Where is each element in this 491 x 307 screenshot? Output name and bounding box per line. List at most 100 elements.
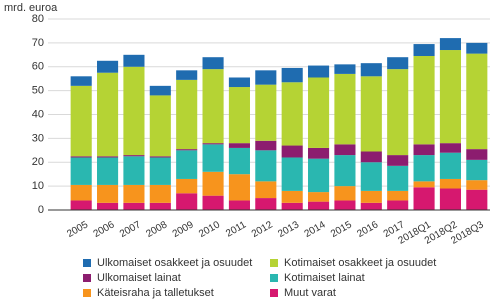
bar-segment: [149, 95, 171, 157]
y-tick-label: 80: [32, 13, 44, 25]
bar-segment: [466, 180, 488, 190]
bar-segment: [413, 181, 435, 188]
bar-segment: [123, 66, 145, 156]
bar-segment: [123, 156, 145, 185]
bar-segment: [281, 82, 303, 146]
bar-segment: [334, 200, 356, 210]
bar-segment: [228, 77, 250, 88]
bar-segment: [149, 85, 171, 96]
bar-segment: [360, 151, 382, 163]
x-tick-label: 2013: [276, 219, 301, 240]
legend-label: Muut varat: [284, 287, 336, 299]
y-tick-label: 40: [32, 108, 44, 120]
legend-swatch: [270, 274, 278, 282]
y-axis-label: mrd. euroa: [4, 2, 58, 14]
bar-segment: [439, 152, 461, 179]
bar-segment: [360, 76, 382, 152]
bar-segment: [202, 144, 224, 172]
x-tick-label: 2008: [144, 219, 169, 240]
bar-segment: [360, 202, 382, 210]
bar-segment: [202, 69, 224, 144]
legend-swatch: [270, 289, 278, 297]
bar-segment: [149, 184, 171, 203]
bar-segment: [176, 79, 198, 150]
bar-segment: [97, 184, 119, 203]
bar-segment: [308, 158, 330, 193]
bar-segment: [439, 38, 461, 51]
bar-segment: [97, 72, 119, 157]
x-tick-label: 2012: [250, 219, 275, 240]
bar-segment: [97, 60, 119, 73]
legend-label: Ulkomaiset lainat: [97, 272, 181, 284]
bar-segment: [255, 181, 277, 199]
bar-segment: [70, 76, 92, 86]
bar-segment: [176, 193, 198, 210]
y-tick-label: 30: [32, 132, 44, 144]
bar-segment: [334, 186, 356, 201]
bar-segment: [176, 70, 198, 80]
bar-segment: [334, 155, 356, 187]
legend-swatch: [83, 259, 91, 267]
bar-segment: [281, 157, 303, 191]
bar-segment: [123, 184, 145, 203]
bar-segment: [308, 201, 330, 210]
bar-segment: [228, 143, 250, 148]
bar-segment: [149, 202, 171, 210]
bar-segment: [202, 143, 224, 145]
bar-segment: [97, 157, 119, 185]
x-tick-label: 2010: [197, 219, 222, 240]
x-tick-label: 2014: [303, 219, 328, 240]
y-tick-label: 20: [32, 156, 44, 168]
bar-segment: [413, 144, 435, 156]
bar-segment: [123, 202, 145, 210]
bar-segment: [70, 200, 92, 210]
bar-segment: [255, 198, 277, 210]
legend-swatch: [270, 259, 278, 267]
legend-label: Ulkomaiset osakkeet ja osuudet: [97, 257, 252, 269]
x-tick-label: 2015: [329, 219, 354, 240]
x-tick-label: 2005: [65, 219, 90, 240]
legend-label: Kotimaiset lainat: [284, 272, 365, 284]
bar-segment: [149, 156, 171, 158]
bar-segment: [176, 150, 198, 179]
bar-segment: [149, 157, 171, 185]
y-tick-label: 10: [32, 180, 44, 192]
bar-segment: [281, 145, 303, 158]
bar-segment: [413, 155, 435, 182]
bar-segment: [413, 44, 435, 57]
bar-segment: [281, 190, 303, 203]
bar-segment: [413, 187, 435, 210]
bar-segment: [439, 143, 461, 153]
y-tick-label: 0: [38, 204, 44, 216]
bar-segment: [439, 50, 461, 144]
x-tick-label: 2006: [92, 219, 117, 240]
bar-segment: [308, 77, 330, 148]
legend-swatch: [83, 289, 91, 297]
bar-segment: [70, 157, 92, 185]
bar-segment: [202, 57, 224, 70]
bar-segment: [439, 178, 461, 189]
bar-segment: [466, 42, 488, 54]
bar-segment: [255, 70, 277, 85]
y-tick-label: 60: [32, 61, 44, 73]
bar-segment: [228, 147, 250, 175]
bar-segment: [176, 178, 198, 194]
bar-segment: [466, 189, 488, 210]
bar-segment: [228, 174, 250, 201]
bar-segment: [97, 156, 119, 158]
bar-segment: [202, 195, 224, 210]
bar-segment: [123, 54, 145, 67]
bar-segment: [308, 147, 330, 159]
bar-segment: [413, 56, 435, 145]
bar-segment: [387, 190, 409, 201]
bar-segment: [387, 200, 409, 210]
bar-segment: [123, 155, 145, 157]
bar-segment: [70, 85, 92, 157]
bar-segment: [202, 171, 224, 196]
bar-segment: [255, 84, 277, 141]
bar-segment: [360, 63, 382, 77]
bar-segment: [387, 57, 409, 70]
x-tick-label: 2007: [118, 219, 143, 240]
bar-segment: [387, 69, 409, 156]
